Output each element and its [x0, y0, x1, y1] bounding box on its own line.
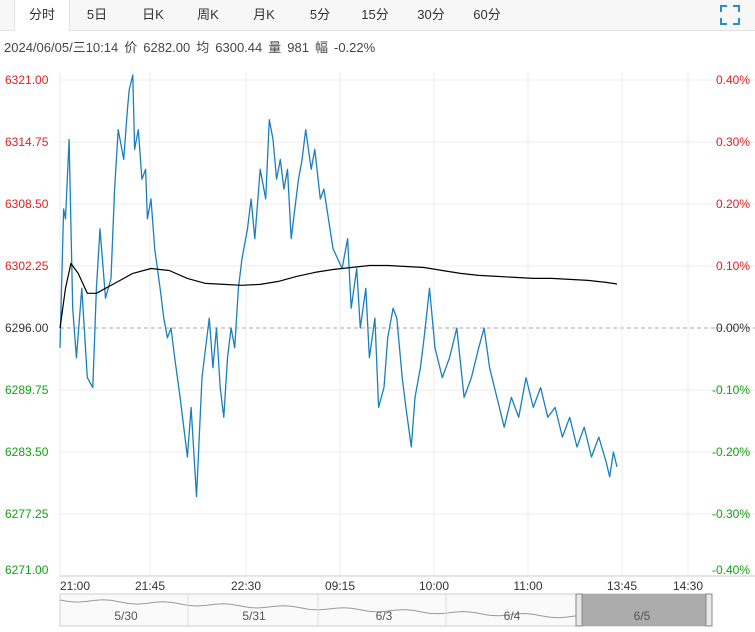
time-tick-label: 22:30 [231, 579, 261, 593]
navigator-date-label: 6/3 [376, 609, 393, 623]
price-tick-label: 6271.00 [5, 563, 49, 577]
price-tick-label: 6277.25 [5, 507, 49, 521]
time-tick-label: 21:00 [60, 579, 90, 593]
volume-value: 981 [287, 40, 309, 55]
navigator-right-handle[interactable] [705, 593, 713, 627]
navigator-date-label: 5/31 [242, 609, 266, 623]
price-line [59, 74, 618, 498]
price-tick-label: 6308.50 [5, 197, 49, 211]
price-label: 价 [124, 40, 138, 55]
average-label: 均 [196, 40, 210, 55]
quote-datetime: 2024/06/05/三10:14 [4, 40, 119, 55]
percent-tick-label: -0.30% [712, 507, 750, 521]
tab-60-min[interactable]: 60分 [473, 7, 501, 22]
percent-tick-label: -0.20% [712, 445, 750, 459]
change-value: -0.22% [333, 40, 376, 55]
tab-5-day[interactable]: 5日 [86, 7, 108, 22]
navigator-selected-range[interactable] [580, 594, 708, 626]
tab-daily-k[interactable]: 日K [142, 7, 164, 22]
change-label: 幅 [314, 40, 328, 55]
tab-weekly-k[interactable]: 周K [197, 7, 219, 22]
percent-tick-label: 0.10% [716, 259, 750, 273]
percent-tick-label: -0.40% [712, 563, 750, 577]
price-tick-label: 6321.00 [5, 73, 49, 87]
navigator-date-label: 6/4 [504, 609, 521, 623]
percent-tick-label: 0.20% [716, 197, 750, 211]
period-tab-bar: 分时 5日 日K 周K 月K 5分 15分 30分 60分 [0, 0, 755, 31]
percent-tick-label: 0.00% [716, 321, 750, 335]
expand-corners-icon[interactable] [719, 4, 741, 26]
price-tick-label: 6289.75 [5, 383, 49, 397]
volume-label: 量 [268, 40, 282, 55]
tab-15-min[interactable]: 15分 [361, 7, 389, 22]
time-tick-label: 14:30 [673, 579, 703, 593]
time-tick-label: 10:00 [419, 579, 449, 593]
time-tick-label: 09:15 [325, 579, 355, 593]
price-tick-label: 6296.00 [5, 321, 49, 335]
percent-tick-label: -0.10% [712, 383, 750, 397]
tab-30-min[interactable]: 30分 [417, 7, 445, 22]
price-tick-label: 6283.50 [5, 445, 49, 459]
average-value: 6300.44 [215, 40, 263, 55]
tab-5-min[interactable]: 5分 [309, 7, 331, 22]
percent-tick-label: 0.30% [716, 135, 750, 149]
time-tick-label: 21:45 [135, 579, 165, 593]
navigator-date-label: 5/30 [114, 609, 138, 623]
tab-monthly-k[interactable]: 月K [253, 7, 275, 22]
navigator-left-handle[interactable] [575, 593, 583, 627]
tab-intraday[interactable]: 分时 [14, 0, 70, 31]
quote-info-line: 2024/06/05/三10:14 价 6282.00 均 6300.44 量 981 幅 -0… [4, 37, 381, 56]
average-price-line [59, 262, 618, 329]
time-tick-label: 13:45 [607, 579, 637, 593]
navigator-date-label: 6/5 [634, 609, 651, 623]
price-value: 6282.00 [143, 40, 191, 55]
time-tick-label: 11:00 [513, 579, 542, 593]
percent-tick-label: 0.40% [716, 73, 750, 87]
price-tick-label: 6314.75 [5, 135, 49, 149]
price-tick-label: 6302.25 [5, 259, 49, 273]
